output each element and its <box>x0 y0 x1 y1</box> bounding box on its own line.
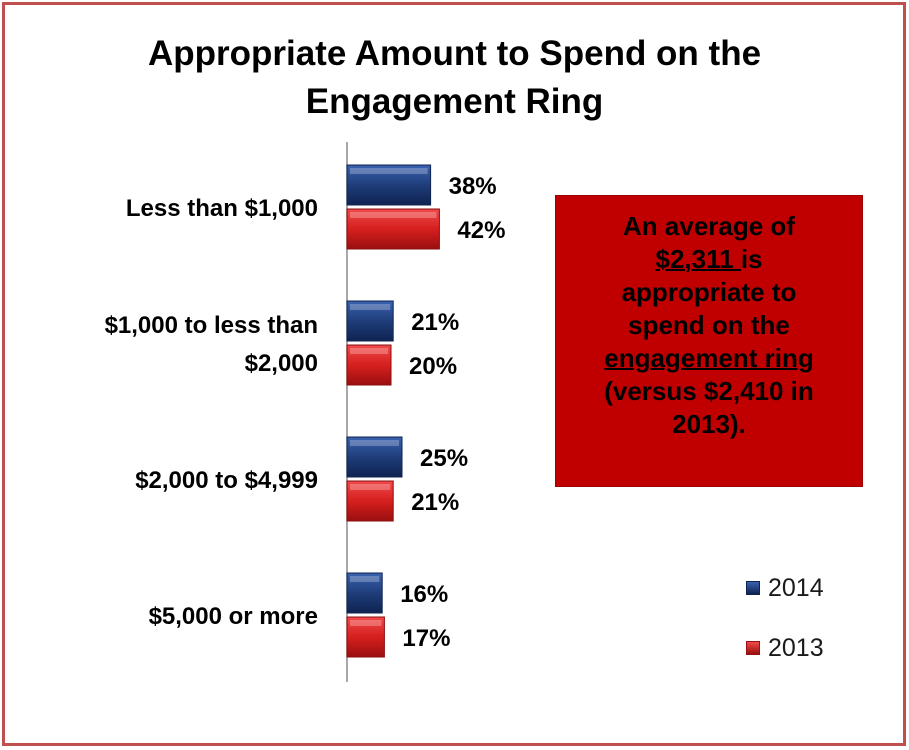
category-label: $2,000 to $4,999 <box>135 467 318 494</box>
summary-callout: An average of $2,311 is appropriate to s… <box>555 195 863 487</box>
data-label: 17% <box>402 625 450 652</box>
bar-2014 <box>346 164 432 206</box>
callout-line: (versus $2,410 in <box>604 376 814 406</box>
callout-line: spend on the <box>628 310 790 340</box>
callout-line: engagement ring <box>556 342 862 375</box>
legend-label-2014: 2014 <box>768 573 824 602</box>
bar-highlight <box>350 168 428 174</box>
bar-2014 <box>346 436 403 478</box>
bar-highlight <box>350 576 380 582</box>
bar-2013 <box>346 344 392 386</box>
data-label: 21% <box>411 309 459 336</box>
legend-label-2013: 2013 <box>768 633 824 662</box>
bar-highlight <box>350 484 391 490</box>
callout-line: An average of <box>623 211 795 241</box>
bar-2014 <box>346 300 394 342</box>
bar-highlight <box>350 440 399 446</box>
data-label: 16% <box>400 581 448 608</box>
callout-emphasis: engagement ring <box>604 343 814 373</box>
category-label: $1,000 to less than <box>105 312 318 339</box>
category-label: $5,000 or more <box>149 603 318 630</box>
category-label: $2,000 <box>245 350 318 377</box>
data-label: 21% <box>411 489 459 516</box>
bar-2013 <box>346 208 440 250</box>
bar-highlight <box>350 212 437 218</box>
data-label: 42% <box>457 217 505 244</box>
data-label: 20% <box>409 353 457 380</box>
data-label: 25% <box>420 445 468 472</box>
callout-line: appropriate to <box>621 277 797 307</box>
callout-amount: $2,311 <box>655 244 741 274</box>
legend-item-2013: 2013 <box>746 633 824 663</box>
bar-highlight <box>350 304 391 310</box>
bar-2014 <box>346 572 383 614</box>
category-label: Less than $1,000 <box>126 195 318 222</box>
callout-line: 2013). <box>672 409 746 439</box>
data-label: 38% <box>449 173 497 200</box>
bar-highlight <box>350 620 382 626</box>
bar-2013 <box>346 480 394 522</box>
callout-text: is <box>740 244 763 274</box>
bar-highlight <box>350 348 388 354</box>
chart-title: Appropriate Amount to Spend on the Engag… <box>147 34 762 121</box>
legend-item-2014: 2014 <box>746 573 824 603</box>
callout-line: $2,311 is <box>556 243 862 276</box>
bar-2013 <box>346 616 385 658</box>
legend-swatch-2013 <box>746 641 760 655</box>
legend-swatch-2014 <box>746 581 760 595</box>
